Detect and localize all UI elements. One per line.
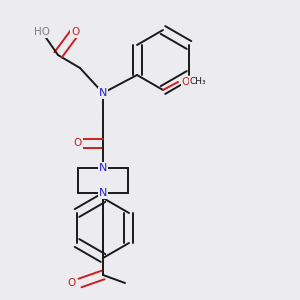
Text: N: N xyxy=(99,188,107,198)
Text: O: O xyxy=(71,27,79,37)
Text: O: O xyxy=(74,138,82,148)
Text: HO: HO xyxy=(34,27,50,37)
Text: O: O xyxy=(68,278,76,288)
Text: O: O xyxy=(182,77,190,87)
Text: CH₃: CH₃ xyxy=(190,77,206,86)
Text: N: N xyxy=(99,163,107,173)
Text: N: N xyxy=(99,88,107,98)
